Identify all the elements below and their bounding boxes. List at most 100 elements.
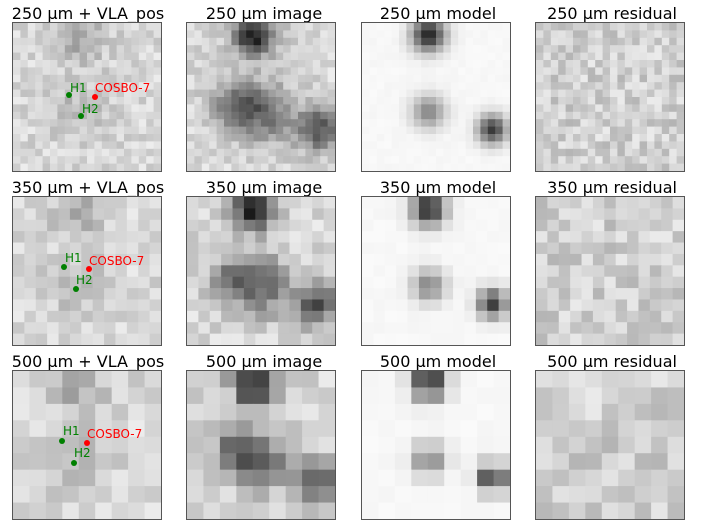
map-pixel	[124, 30, 132, 39]
map-pixel	[536, 134, 544, 142]
map-pixel	[558, 265, 571, 278]
map-pixel	[101, 163, 110, 171]
map-pixel	[373, 333, 386, 345]
map-pixel	[194, 141, 203, 150]
map-pixel	[131, 97, 140, 105]
map-pixel	[443, 60, 452, 68]
map-pixel	[391, 156, 400, 165]
map-pixel	[221, 299, 234, 312]
map-pixel	[94, 148, 103, 157]
map-pixel	[465, 119, 474, 128]
map-pixel	[72, 60, 81, 68]
map-pixel	[253, 67, 262, 76]
map-pixel	[327, 82, 335, 91]
map-pixel	[201, 52, 210, 61]
map-pixel	[146, 37, 155, 46]
map-pixel	[101, 148, 110, 157]
map-pixel	[430, 231, 443, 244]
map-pixel	[187, 197, 199, 209]
map-pixel	[57, 134, 66, 142]
map-pixel	[124, 111, 132, 120]
map-pixel	[290, 45, 299, 54]
map-pixel	[487, 82, 496, 91]
map-pixel	[384, 299, 397, 312]
map-pixel	[115, 242, 128, 255]
map-pixel	[45, 469, 63, 487]
map-pixel	[502, 119, 510, 128]
map-pixel	[615, 253, 628, 266]
map-pixel	[565, 60, 574, 68]
map-pixel	[13, 126, 21, 135]
map-pixel	[27, 111, 36, 120]
map-pixel	[487, 253, 500, 266]
map-pixel	[568, 403, 586, 421]
map-pixel	[285, 436, 303, 454]
map-pixel	[253, 30, 262, 39]
map-pixel	[116, 45, 125, 54]
map-pixel	[219, 453, 237, 471]
map-pixel	[627, 333, 640, 345]
marker-h2-350	[73, 286, 79, 292]
title-r2-c3: 350 μm model	[379, 178, 497, 197]
map-pixel	[261, 156, 269, 165]
map-pixel	[253, 52, 262, 61]
map-pixel	[617, 156, 626, 165]
map-pixel	[78, 387, 96, 405]
map-pixel	[477, 453, 495, 471]
map-pixel	[269, 436, 287, 454]
map-pixel	[95, 387, 113, 405]
map-pixel	[50, 45, 58, 54]
map-pixel	[649, 310, 662, 323]
map-pixel	[35, 97, 44, 105]
map-pixel	[411, 387, 429, 405]
map-pixel	[203, 371, 221, 389]
map-pixel	[585, 502, 603, 519]
map-pixel	[391, 52, 400, 61]
map-pixel	[464, 299, 477, 312]
map-pixel	[649, 208, 662, 221]
map-pixel	[473, 141, 481, 150]
map-pixel	[428, 60, 437, 68]
map-pixel	[57, 74, 66, 83]
map-pixel	[639, 104, 648, 113]
map-pixel	[126, 197, 139, 209]
map-pixel	[101, 104, 110, 113]
map-pixel	[138, 197, 151, 209]
map-pixel	[64, 104, 73, 113]
map-pixel	[209, 37, 218, 46]
map-pixel	[246, 134, 255, 142]
map-pixel	[69, 231, 82, 244]
map-pixel	[362, 82, 370, 91]
map-pixel	[460, 371, 478, 389]
map-pixel	[444, 436, 462, 454]
map-pixel	[587, 23, 596, 31]
map-pixel	[87, 45, 95, 54]
map-pixel	[50, 163, 58, 171]
map-pixel	[547, 231, 560, 244]
map-pixel	[617, 60, 626, 68]
map-pixel	[109, 52, 118, 61]
map-pixel	[384, 45, 393, 54]
map-pixel	[378, 486, 396, 504]
map-pixel	[327, 37, 335, 46]
map-pixel	[592, 265, 605, 278]
map-pixel	[378, 502, 396, 519]
map-pixel	[407, 208, 420, 221]
map-pixel	[238, 30, 247, 39]
map-pixel	[266, 219, 279, 232]
map-pixel	[104, 299, 117, 312]
map-pixel	[64, 141, 73, 150]
map-pixel	[581, 310, 594, 323]
map-500-model	[362, 371, 510, 519]
map-pixel	[58, 276, 71, 289]
map-pixel	[187, 141, 195, 150]
map-pixel	[418, 197, 431, 209]
map-pixel	[224, 141, 232, 150]
map-pixel	[20, 97, 29, 105]
map-pixel	[285, 453, 303, 471]
map-pixel	[124, 89, 132, 98]
map-pixel	[81, 299, 94, 312]
map-pixel	[602, 104, 611, 113]
map-pixel	[246, 52, 255, 61]
map-pixel	[312, 219, 325, 232]
